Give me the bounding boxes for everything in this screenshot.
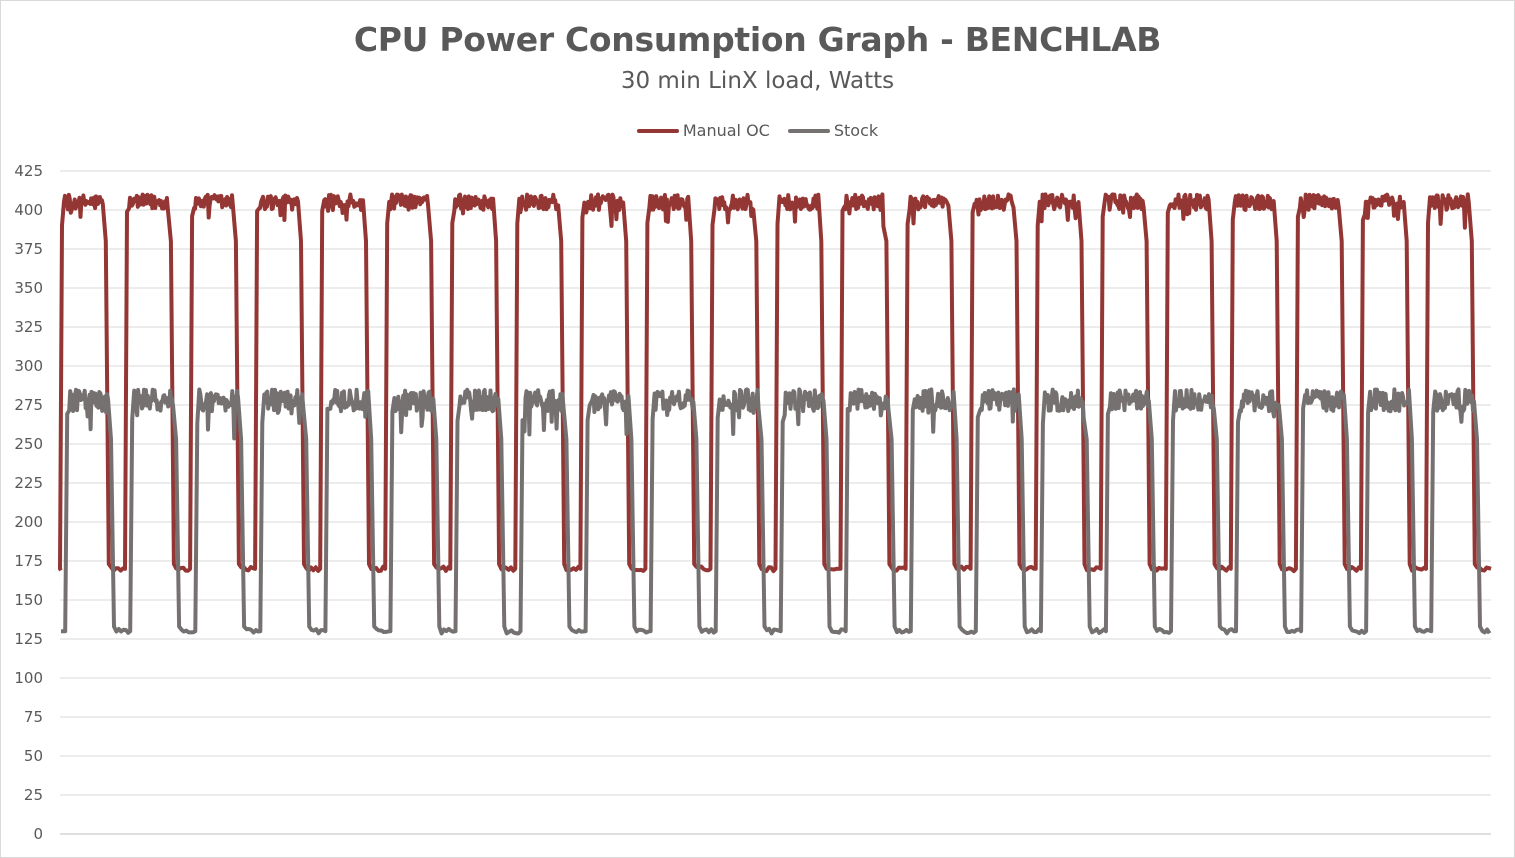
y-tick-label-325: 325 xyxy=(14,318,43,336)
y-axis-ticks: 0 25 50 75 100 125 150 175 200 225 250 275 300 325 350… xyxy=(14,162,43,843)
series-line-stock xyxy=(61,387,1492,636)
series-line-manual-oc xyxy=(58,192,1492,574)
y-tick-label-400: 400 xyxy=(14,201,43,219)
chart-title: CPU Power Consumption Graph - BENCHLAB xyxy=(353,20,1162,59)
legend-swatch-stock xyxy=(787,128,830,133)
chart-legend: Manual OC Stock xyxy=(0,121,1515,140)
y-tick-label-375: 375 xyxy=(14,240,43,258)
y-tick-label-25: 25 xyxy=(24,786,43,804)
y-tick-label-425: 425 xyxy=(14,162,43,180)
y-tick-label-300: 300 xyxy=(14,357,43,375)
legend-label-stock: Stock xyxy=(833,121,879,140)
legend-label-manual-oc: Manual OC xyxy=(682,121,770,140)
y-tick-label-150: 150 xyxy=(14,591,43,609)
y-tick-label-75: 75 xyxy=(24,708,43,726)
y-tick-label-0: 0 xyxy=(33,825,43,843)
y-tick-label-125: 125 xyxy=(14,630,43,648)
series-lines xyxy=(58,192,1492,636)
y-tick-label-350: 350 xyxy=(14,279,43,297)
y-tick-label-250: 250 xyxy=(14,435,43,453)
y-tick-label-200: 200 xyxy=(14,513,43,531)
chart-subtitle: 30 min LinX load, Watts xyxy=(620,68,895,94)
legend-item-stock: Stock xyxy=(787,121,879,140)
legend-swatch-manual-oc xyxy=(636,128,679,133)
y-tick-label-100: 100 xyxy=(14,669,43,687)
y-tick-label-50: 50 xyxy=(24,747,43,765)
y-tick-label-225: 225 xyxy=(14,474,43,492)
y-tick-label-275: 275 xyxy=(14,396,43,414)
legend-item-manual-oc: Manual OC xyxy=(636,121,770,140)
y-tick-label-175: 175 xyxy=(14,552,43,570)
